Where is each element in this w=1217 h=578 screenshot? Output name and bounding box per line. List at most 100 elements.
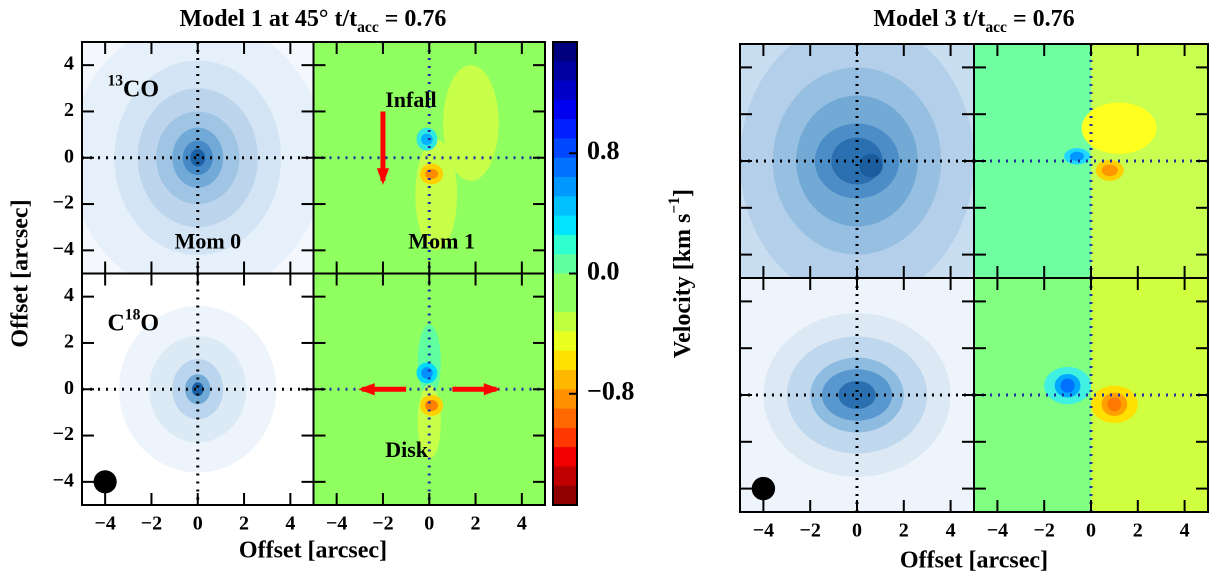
annotation-part: O (140, 310, 159, 336)
colorbar-segment (553, 292, 577, 313)
beam (751, 476, 776, 501)
x-tick-label: 0 (852, 520, 862, 542)
y-tick-label: 2 (64, 331, 74, 353)
x-tick-label: 4 (517, 513, 527, 535)
y-axis-label: Offset [arcsec] (8, 199, 34, 347)
x-axis-label: Offset [arcsec] (900, 548, 1048, 574)
panel (974, 278, 1208, 512)
x-tick-label: 0 (424, 513, 434, 535)
colorbar-segment (553, 119, 577, 139)
y-tick-label: 4 (64, 53, 74, 75)
colorbar-label-part: ] (670, 189, 696, 197)
title-part: = 0.76 (379, 6, 447, 32)
x-tick-label: 2 (899, 520, 909, 542)
x-tick-label: −4 (753, 520, 774, 542)
colorbar-tick-label: −0.8 (587, 377, 634, 406)
colorbar-segment (553, 389, 577, 410)
x-tick-label: 4 (285, 513, 295, 535)
title-part: Model 3 t/t (873, 6, 985, 32)
panel (974, 44, 1208, 278)
title-part: = 0.76 (1007, 6, 1075, 32)
x-tick-label: 2 (471, 513, 481, 535)
colorbar-segment (553, 254, 577, 274)
annotation-part: 13 (107, 73, 123, 90)
annotation-part: CO (123, 76, 159, 102)
panel (313, 42, 545, 274)
panel (82, 273, 314, 505)
panel (82, 42, 314, 274)
contour (859, 153, 883, 178)
annotation-part: 18 (125, 307, 141, 324)
colorbar-segment (553, 427, 577, 448)
x-tick-label: 0 (1086, 520, 1096, 542)
title-part: Model 1 at 45° t/t (180, 6, 358, 32)
colorbar-segment (553, 273, 577, 294)
x-tick-label: 2 (239, 513, 249, 535)
arrow-head (358, 383, 375, 396)
x-tick-label: 0 (193, 513, 203, 535)
colorbar-label-part: −1 (666, 197, 683, 214)
y-tick-label: −2 (53, 192, 74, 214)
colorbar-segment (553, 177, 577, 197)
colorbar-segment (553, 485, 577, 506)
colorbar-segment (553, 466, 577, 487)
y-tick-label: −2 (53, 423, 74, 445)
colorbar-segment (553, 234, 577, 255)
annotation: 13CO (107, 73, 159, 102)
y-tick-label: 0 (64, 145, 74, 167)
colorbar-tick-label: 0.8 (587, 136, 620, 165)
x-tick-label: −2 (372, 513, 393, 535)
y-tick-label: −4 (53, 469, 74, 491)
x-tick-label: 4 (946, 520, 956, 542)
colorbar-segment (553, 350, 577, 371)
annotation: Mom 0 (175, 228, 242, 253)
x-tick-label: −4 (94, 513, 115, 535)
colorbar-segment (553, 369, 577, 390)
contour (421, 133, 433, 146)
y-tick-label: 0 (64, 377, 74, 399)
title-part: acc (985, 19, 1007, 36)
contour (1107, 397, 1122, 412)
colorbar-segment (553, 61, 577, 82)
contour (1081, 102, 1157, 154)
colorbar-segment (553, 196, 577, 217)
contour (443, 65, 499, 181)
title-part: acc (357, 19, 379, 36)
contour (191, 382, 204, 397)
colorbar-segment (553, 312, 577, 332)
colorbar-segment (553, 215, 577, 236)
title: Model 3 t/tacc = 0.76 (873, 6, 1074, 37)
x-tick-label: −4 (326, 513, 347, 535)
contour (425, 168, 439, 180)
beam (93, 470, 117, 494)
annotation: Mom 1 (408, 228, 475, 253)
colorbar-label: Velocity [km s−1] (666, 189, 695, 358)
x-axis-label: Offset [arcsec] (239, 538, 387, 564)
contour (1069, 151, 1084, 162)
y-tick-label: 2 (64, 99, 74, 121)
contour (421, 367, 433, 379)
colorbar-segment (553, 80, 577, 101)
annotation-part: C (107, 310, 124, 336)
x-tick-label: 2 (1133, 520, 1143, 542)
panel (313, 273, 545, 505)
colorbar-segment (553, 408, 577, 429)
title: Model 1 at 45° t/tacc = 0.76 (180, 6, 447, 37)
contour (838, 380, 876, 410)
arrow-head (483, 383, 501, 396)
colorbar-tick-label: 0.0 (587, 256, 620, 285)
colorbar-segment (553, 42, 577, 62)
colorbar-segment (553, 447, 577, 467)
colorbar-segment (553, 99, 577, 120)
panel (740, 278, 974, 512)
x-tick-label: −2 (1033, 520, 1054, 542)
y-tick-label: 4 (64, 284, 74, 306)
x-tick-label: −2 (141, 513, 162, 535)
contour (1101, 164, 1118, 177)
colorbar-label-part: Velocity [km s (670, 214, 696, 358)
colorbar-segment (553, 157, 577, 178)
y-tick-label: −4 (53, 238, 74, 260)
colorbar-segment (553, 138, 577, 159)
x-tick-label: −2 (799, 520, 820, 542)
